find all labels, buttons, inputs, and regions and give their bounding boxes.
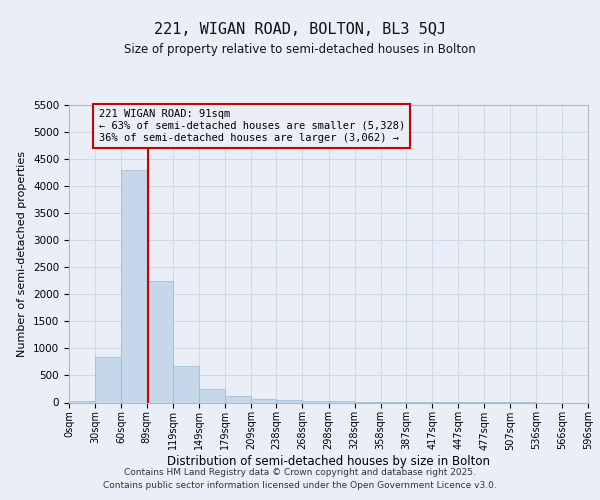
Bar [199,389,225,402]
Bar [225,396,251,402]
Text: 221, WIGAN ROAD, BOLTON, BL3 5QJ: 221, WIGAN ROAD, BOLTON, BL3 5QJ [154,22,446,38]
Bar [251,398,276,402]
Text: 221 WIGAN ROAD: 91sqm
← 63% of semi-detached houses are smaller (5,328)
36% of s: 221 WIGAN ROAD: 91sqm ← 63% of semi-deta… [98,110,405,142]
Y-axis label: Number of semi-detached properties: Number of semi-detached properties [17,151,28,357]
Text: Contains public sector information licensed under the Open Government Licence v3: Contains public sector information licen… [103,482,497,490]
Bar [276,400,302,402]
Bar [95,356,121,403]
Text: Size of property relative to semi-detached houses in Bolton: Size of property relative to semi-detach… [124,42,476,56]
X-axis label: Distribution of semi-detached houses by size in Bolton: Distribution of semi-detached houses by … [167,455,490,468]
Bar [146,281,173,402]
Bar [173,366,199,403]
Bar [302,401,329,402]
Bar [121,170,146,402]
Bar [69,401,95,402]
Text: Contains HM Land Registry data © Crown copyright and database right 2025.: Contains HM Land Registry data © Crown c… [124,468,476,477]
